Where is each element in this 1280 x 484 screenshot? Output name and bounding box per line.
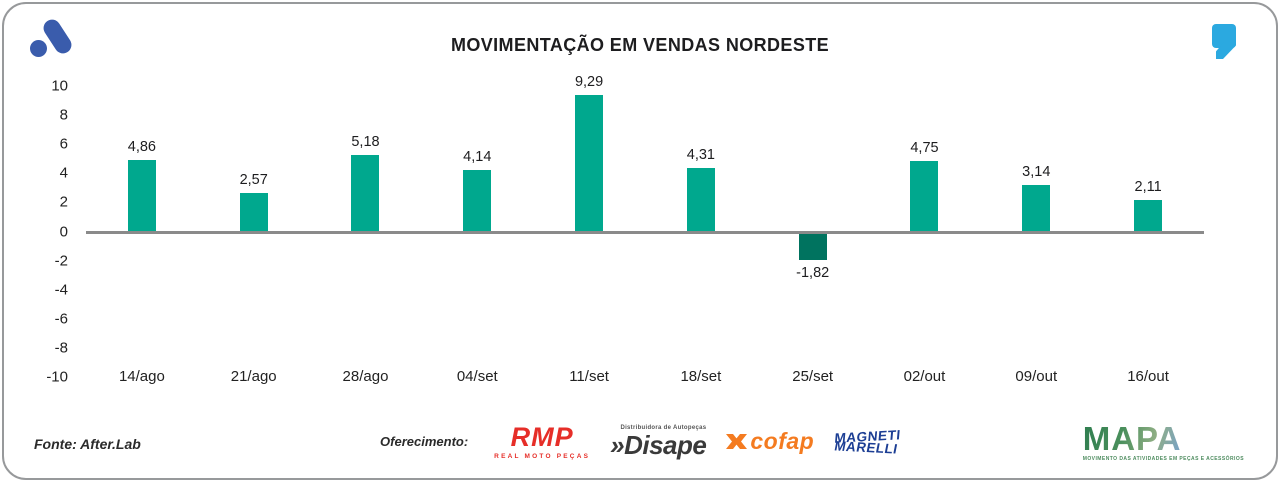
quote-mark-icon (1212, 24, 1238, 60)
bar (463, 170, 492, 231)
x-tick-label: 11/set (569, 368, 609, 385)
x-tick-label: 09/out (1015, 368, 1058, 385)
x-tick-label: 16/out (1127, 368, 1169, 385)
x-tick-label: 02/out (903, 368, 946, 385)
bar-column: 4,86 (86, 86, 198, 377)
bar-value-label: 4,14 (463, 149, 492, 166)
bar (1134, 199, 1163, 231)
x-tick-label: 25/set (792, 368, 834, 385)
y-tick-label: -8 (54, 339, 68, 357)
bar-value-label: 2,11 (1134, 178, 1162, 195)
sponsor-label: Oferecimento: (380, 434, 469, 450)
bar-value-label: 9,29 (574, 74, 604, 91)
bar-value-label: 3,14 (1022, 163, 1051, 180)
y-tick-label: 10 (51, 77, 68, 95)
zero-axis-line (86, 230, 1204, 234)
y-axis: 10 8 6 4 2 0 -2 -4 -6 -8 -10 (32, 78, 68, 386)
bar-chart: 10 8 6 4 2 0 -2 -4 -6 -8 -10 4,86 2,57 5,18 4,14 9,29 4… (32, 74, 1204, 388)
bar-column: 9,29 (533, 74, 645, 377)
bar-column: 5,18 (310, 86, 422, 377)
bar (798, 233, 827, 260)
rmp-logo: RMP REAL MOTO PEÇAS (494, 421, 591, 460)
y-tick-label: -2 (54, 252, 68, 270)
x-axis-labels: 14/ago 21/ago 28/ago 04/set 11/set 18/set 25/s… (86, 366, 1204, 388)
y-tick-label: -6 (54, 310, 68, 328)
x-tick-label: 04/set (456, 368, 498, 385)
y-tick-label: 4 (59, 164, 68, 182)
x-tick-label: 28/ago (342, 368, 389, 385)
cofap-chevron-icon (726, 434, 748, 450)
plot-area: 4,86 2,57 5,18 4,14 9,29 4,31 -1,82 4,75 3,14 2,1… (86, 74, 1204, 377)
bar-column: 4,75 (869, 86, 981, 377)
x-tick-label: 18/set (680, 368, 722, 385)
bar (351, 155, 380, 231)
afterlab-logo-dot (30, 40, 47, 57)
magneti-marelli-logo: MAGNETI MARELLI (833, 427, 902, 457)
bar (1022, 184, 1051, 231)
bar-column: -1,82 (757, 86, 869, 377)
bar-value-label: -1,82 (796, 264, 830, 281)
x-tick-label: 14/ago (118, 368, 165, 385)
bar-value-label: 4,31 (686, 146, 716, 163)
bar (575, 95, 604, 231)
bar (239, 193, 268, 231)
bar-value-label: 2,57 (239, 172, 268, 189)
y-tick-label: 0 (59, 223, 68, 240)
x-tick-label: 21/ago (230, 368, 277, 385)
bar-column: 2,57 (198, 86, 310, 377)
bar-column: 4,14 (421, 86, 533, 377)
y-tick-label: 6 (59, 135, 68, 153)
afterlab-logo-icon (28, 16, 75, 62)
chart-title: MOVIMENTAÇÃO EM VENDAS NORDESTE (450, 35, 830, 55)
mapa-logo: MAPA MOVIMENTO DAS ATIVIDADES EM PEÇAS E… (1082, 420, 1244, 462)
y-tick-label: -10 (46, 368, 68, 386)
bar-column: 3,14 (980, 86, 1092, 377)
bar-value-label: 4,75 (910, 140, 939, 157)
source-note: Fonte: After.Lab (34, 436, 141, 452)
bar-value-label: 5,18 (351, 134, 380, 151)
bar-column: 4,31 (645, 86, 757, 377)
y-tick-label: 8 (59, 106, 68, 124)
bar (127, 159, 156, 231)
y-tick-label: -4 (54, 281, 68, 299)
bar-value-label: 4,86 (127, 138, 157, 155)
bar (686, 167, 715, 231)
cofap-logo: cofap (726, 428, 814, 455)
sponsors-row: Oferecimento: RMP REAL MOTO PEÇAS Distri… (4, 421, 1276, 461)
y-tick-label: 2 (59, 193, 68, 211)
bar (910, 161, 939, 231)
disape-logo: Distribuidora de Autopeças »Disape (610, 425, 707, 461)
bar-column: 2,11 (1092, 86, 1204, 377)
